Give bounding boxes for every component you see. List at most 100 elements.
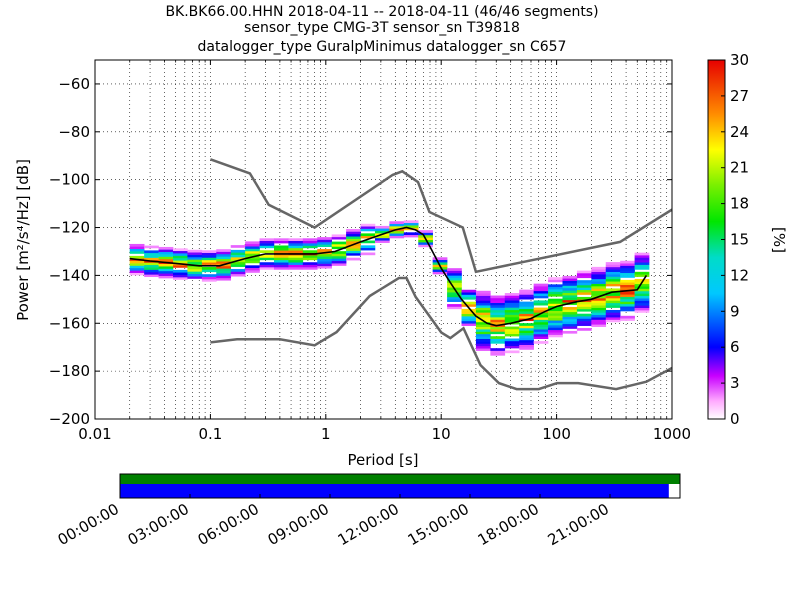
mode-line xyxy=(129,226,648,327)
psd-bin xyxy=(461,311,477,314)
psd-bin xyxy=(475,321,491,325)
psd-bin xyxy=(634,257,650,261)
psd-bin xyxy=(605,283,621,287)
psd-bin xyxy=(562,283,578,286)
psd-bin xyxy=(374,228,390,231)
psd-bin xyxy=(259,238,275,241)
psd-bin xyxy=(302,257,318,261)
psd-bin xyxy=(173,272,188,275)
psd-bin xyxy=(173,257,188,261)
psd-bin xyxy=(533,290,549,294)
psd-bin xyxy=(360,228,376,232)
psd-bin xyxy=(360,233,376,237)
psd-bin xyxy=(187,266,203,270)
psd-bin xyxy=(620,275,635,278)
psd-bin xyxy=(259,257,275,261)
psd-bin xyxy=(475,302,491,306)
psd-bin xyxy=(346,238,361,242)
psd-bin xyxy=(591,324,607,328)
psd-bin xyxy=(273,259,289,263)
psd-bin xyxy=(346,233,361,237)
psd-bin xyxy=(447,280,462,283)
x-tick-label: 1000 xyxy=(653,425,691,443)
psd-bin xyxy=(591,309,607,313)
psd-bin xyxy=(129,263,145,266)
psd-bin xyxy=(533,302,549,306)
psd-bin xyxy=(129,251,145,254)
timeline-tick-label: 09:00:00 xyxy=(265,500,332,549)
psd-bin xyxy=(259,240,275,244)
timeline-tick-label: 18:00:00 xyxy=(475,500,542,549)
psd-bin xyxy=(461,289,477,293)
psd-bin xyxy=(548,308,563,311)
colorbar-tick-label: 3 xyxy=(730,374,740,392)
psd-bin xyxy=(173,260,188,264)
psd-bin xyxy=(591,307,607,311)
psd-bin xyxy=(475,307,491,311)
psd-bin xyxy=(519,301,534,305)
psd-bin xyxy=(187,261,203,265)
psd-bin xyxy=(504,338,520,342)
psd-bin xyxy=(634,302,650,306)
timeline-tick-label: 15:00:00 xyxy=(405,500,472,549)
psd-bin xyxy=(490,305,506,308)
data-coverage-bar xyxy=(120,484,669,498)
psd-bin xyxy=(605,269,621,272)
psd-bin xyxy=(620,260,635,264)
psd-bin xyxy=(605,262,621,265)
psd-bin xyxy=(620,315,635,319)
psd-bin xyxy=(245,270,260,273)
psd-bin xyxy=(548,301,563,304)
psd-bin xyxy=(273,267,289,270)
psd-bin xyxy=(201,255,217,258)
psd-bin xyxy=(475,309,491,313)
psd-bin xyxy=(475,333,491,337)
psd-bin xyxy=(548,291,563,295)
psd-bin xyxy=(605,278,621,282)
psd-bin xyxy=(346,257,361,261)
psd-bin xyxy=(562,280,578,284)
psd-bin xyxy=(504,331,520,335)
psd-bin xyxy=(245,253,260,257)
psd-bin xyxy=(317,253,332,257)
psd-bin xyxy=(288,264,304,268)
psd-bin xyxy=(605,264,621,268)
psd-bin xyxy=(620,263,635,266)
psd-bin xyxy=(504,305,520,308)
psd-bin xyxy=(346,252,361,256)
psd-bin xyxy=(605,305,621,308)
psd-bin xyxy=(548,315,563,319)
psd-bin xyxy=(331,234,347,238)
psd-bin xyxy=(346,248,361,251)
psd-bin xyxy=(432,271,448,275)
psd-bin xyxy=(562,321,578,325)
psd-bin xyxy=(403,232,419,236)
psd-bin xyxy=(634,298,650,301)
psd-bin xyxy=(591,283,607,287)
psd-bin xyxy=(418,234,433,238)
psd-bin xyxy=(461,308,477,312)
psd-bin xyxy=(317,265,332,269)
psd-bin xyxy=(562,285,578,289)
psd-bin xyxy=(548,329,563,333)
psd-bin xyxy=(288,243,304,246)
segments-coverage-bar xyxy=(120,474,680,484)
psd-bin xyxy=(576,282,592,286)
psd-bin xyxy=(605,302,621,306)
psd-bin xyxy=(201,259,217,263)
psd-bin xyxy=(620,284,635,288)
psd-bin xyxy=(360,223,376,227)
psd-bin xyxy=(475,297,491,301)
psd-bin xyxy=(605,309,621,313)
psd-bin xyxy=(201,267,217,270)
psd-bin xyxy=(144,262,159,266)
psd-bin xyxy=(591,269,607,272)
psd-bin xyxy=(548,327,563,331)
psd-bin xyxy=(302,243,318,246)
psd-bin xyxy=(158,268,174,272)
psd-bin xyxy=(288,255,304,258)
psd-bin xyxy=(360,240,376,244)
psd-bin xyxy=(273,240,289,244)
psd-bin xyxy=(605,295,621,299)
psd-bin xyxy=(475,341,491,344)
